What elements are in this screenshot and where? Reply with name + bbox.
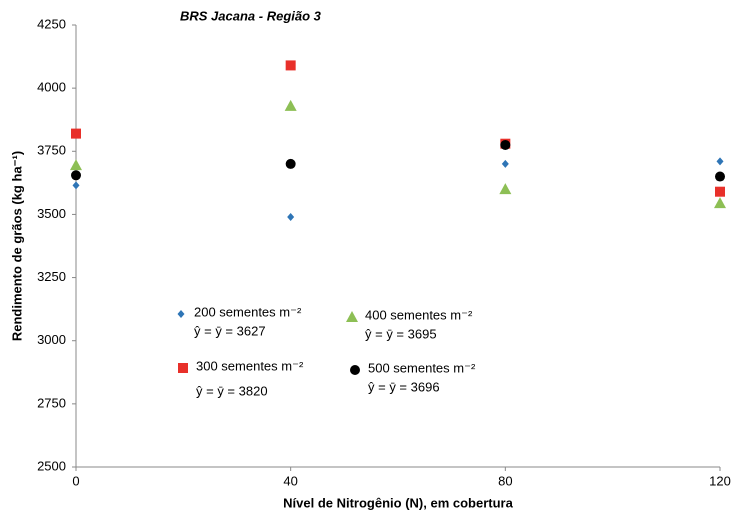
point — [287, 212, 295, 221]
legend-label: 500 sementes m⁻² — [368, 360, 476, 375]
y-tick-label: 2500 — [37, 458, 66, 473]
x-tick-label: 40 — [283, 473, 297, 488]
point — [715, 186, 725, 197]
point — [71, 128, 81, 139]
legend-marker — [346, 311, 358, 322]
point — [500, 139, 511, 150]
legend-marker — [177, 310, 185, 318]
point — [70, 159, 82, 171]
point — [284, 99, 297, 111]
x-tick-label: 80 — [498, 473, 512, 488]
legend-equation: ŷ = ȳ = 3695 — [365, 326, 437, 341]
x-tick-label: 120 — [709, 473, 731, 488]
legend-label: 200 sementes m⁻² — [194, 304, 302, 319]
y-tick-label: 2750 — [37, 395, 66, 410]
point — [72, 181, 80, 190]
point — [499, 183, 512, 195]
legend-equation: ŷ = ȳ = 3627 — [194, 323, 266, 338]
legend-equation: ŷ = ȳ = 3820 — [196, 383, 268, 398]
x-tick-label: 0 — [72, 473, 79, 488]
chart-title: BRS Jacana - Região 3 — [180, 8, 322, 23]
y-tick-label: 3000 — [37, 332, 66, 347]
y-tick-label: 3250 — [37, 269, 66, 284]
legend-label: 300 sementes m⁻² — [196, 358, 304, 373]
point — [285, 60, 296, 71]
point — [501, 159, 509, 168]
y-tick-label: 3750 — [37, 143, 66, 158]
point — [715, 171, 725, 182]
legend-marker — [178, 363, 188, 373]
point — [285, 158, 296, 169]
y-tick-label: 4000 — [37, 80, 66, 95]
legend-equation: ŷ = ȳ = 3696 — [368, 379, 440, 394]
point — [71, 170, 81, 181]
legend-label: 400 sementes m⁻² — [365, 307, 473, 322]
point — [716, 157, 724, 166]
y-tick-label: 3500 — [37, 206, 66, 221]
legend-marker — [350, 365, 360, 375]
x-axis-label: Nível de Nitrogênio (N), em cobertura — [283, 495, 513, 510]
point — [714, 197, 726, 209]
y-tick-label: 4250 — [37, 16, 66, 31]
y-axis-label: Rendimento de grãos (kg ha⁻¹) — [9, 151, 24, 341]
